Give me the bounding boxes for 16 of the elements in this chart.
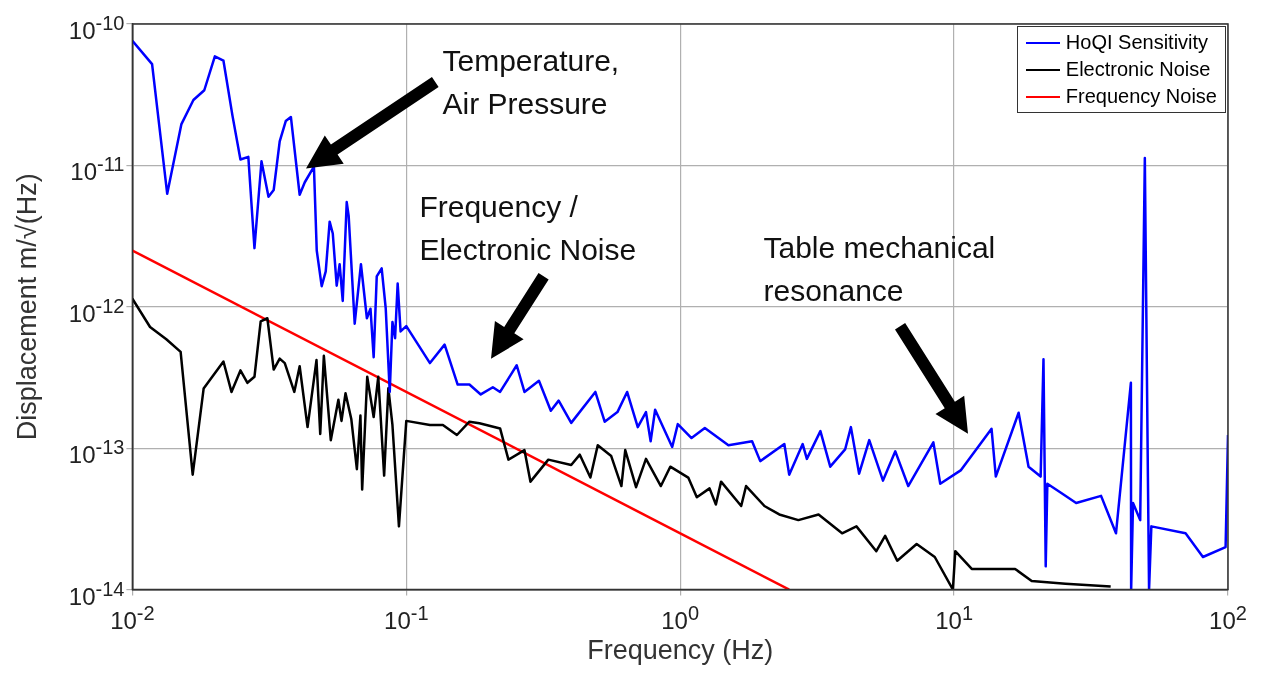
x-tick-label: 10$^{-1}$ [383, 600, 430, 636]
legend-label: HoQI Sensitivity [1065, 31, 1209, 54]
y-tick-label: 10$^{-10}$ [68, 11, 125, 46]
y-axis-title: Displacement m/√(Hz) [11, 173, 42, 441]
annotation: Table mechanical resonance [763, 229, 996, 309]
y-tick-label: 10$^{-13}$ [68, 435, 125, 471]
y-tick-label: 10$^{-11}$ [70, 152, 125, 188]
x-tick-label: 10$^{2}$ [1208, 600, 1248, 636]
x-tick-label: 10$^{1}$ [934, 600, 974, 636]
x-tick-label: 10$^{0}$ [660, 600, 701, 636]
annotation: Frequency / Electronic Noise [419, 189, 637, 269]
legend-label: Frequency Noise [1065, 85, 1217, 108]
annotation: Temperature, Air Pressure [442, 43, 620, 123]
legend-label: Electronic Noise [1065, 58, 1211, 81]
x-axis-title: Frequency (Hz) [587, 635, 774, 666]
y-tick-label: 10$^{-12}$ [68, 293, 125, 329]
